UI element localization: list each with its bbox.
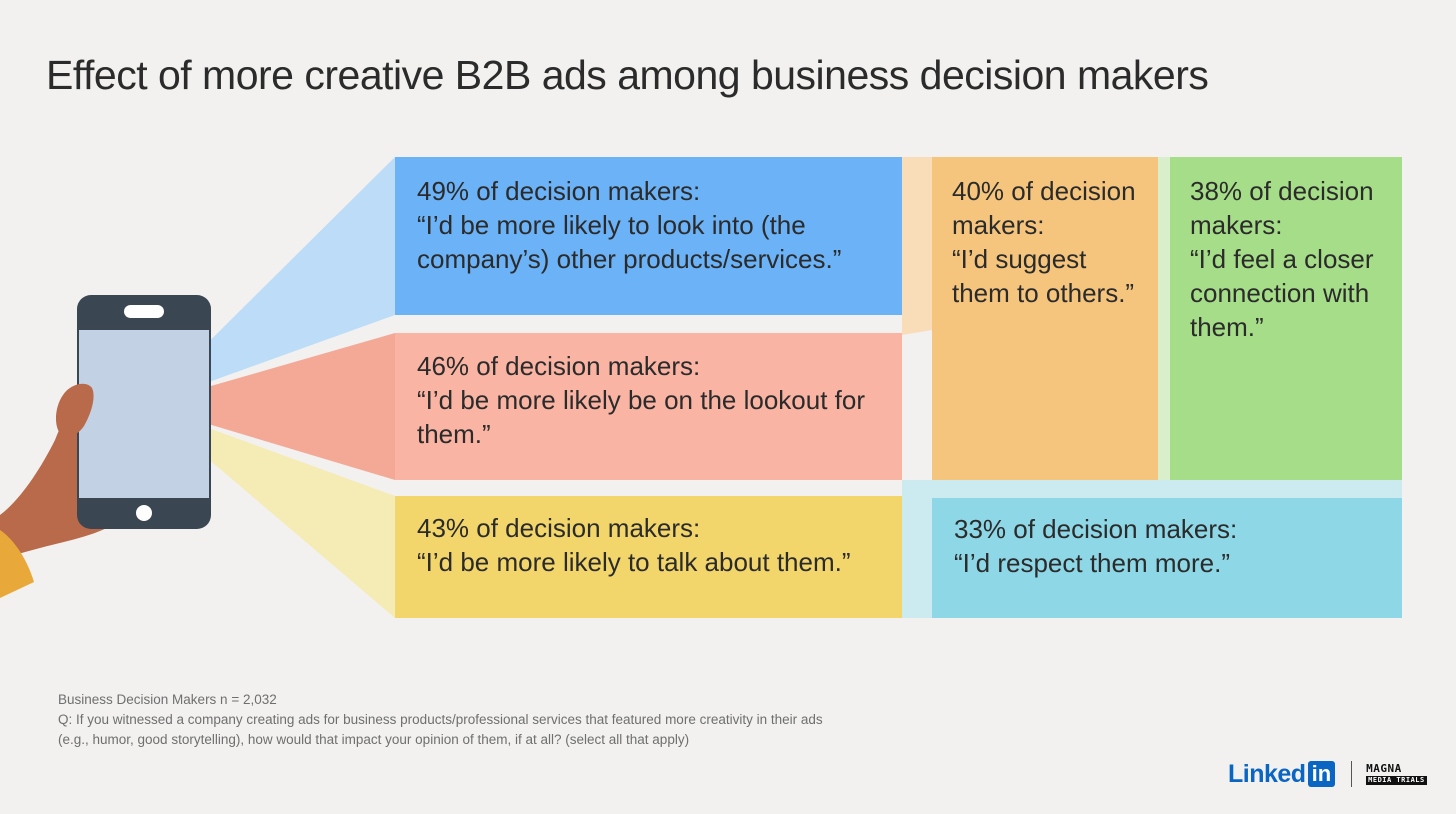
result-pct: 40% of decision makers:	[952, 176, 1136, 240]
band-orange	[902, 157, 932, 330]
result-box-43: 43% of decision makers: “I’d be more lik…	[395, 496, 902, 618]
result-box-46: 46% of decision makers: “I’d be more lik…	[395, 333, 902, 480]
result-quote: “I’d be more likely be on the lookout fo…	[417, 385, 866, 449]
box-bg-cyan	[932, 498, 1402, 618]
band-orange-lower	[902, 310, 932, 335]
result-box-38: 38% of decision makers: “I’d feel a clos…	[1170, 157, 1402, 480]
chart-title: Effect of more creative B2B ads among bu…	[46, 52, 1209, 98]
result-box-33: 33% of decision makers: “I’d respect the…	[932, 498, 1402, 618]
footnote-question-2: (e.g., humor, good storytelling), how wo…	[58, 732, 690, 747]
footnote: Business Decision Makers n = 2,032 Q: If…	[58, 690, 1058, 750]
footnote-sample: Business Decision Makers n = 2,032	[58, 692, 277, 707]
box-bg-orange	[932, 157, 1158, 480]
sleeve-icon	[0, 530, 34, 598]
footnote-question-1: Q: If you witnessed a company creating a…	[58, 712, 823, 727]
result-pct: 38% of decision makers:	[1190, 176, 1374, 240]
result-pct: 33% of decision makers:	[954, 514, 1238, 544]
linkedin-in-icon: in	[1307, 761, 1336, 787]
result-quote: “I’d suggest them to others.”	[952, 244, 1135, 308]
finger-icon	[55, 383, 94, 437]
result-box-49: 49% of decision makers: “I’d be more lik…	[395, 157, 902, 315]
result-pct: 49% of decision makers:	[417, 176, 701, 206]
box-bg-yellow	[395, 496, 902, 618]
magna-logo-text: MAGNA	[1366, 762, 1402, 775]
band-green	[1158, 157, 1170, 480]
phone-home-button	[136, 505, 152, 521]
band-cyan	[902, 480, 1402, 618]
box-bg-blue	[395, 157, 902, 315]
box-bg-pink	[395, 333, 902, 480]
linkedin-logo: Linked	[1228, 759, 1306, 788]
phone-speaker	[124, 305, 164, 318]
box-bg-green	[1170, 157, 1402, 480]
logo-area: Linked in MAGNA MEDIA TRIALS	[1228, 754, 1438, 794]
beam-pink	[145, 333, 395, 480]
result-quote: “I’d respect them more.”	[954, 548, 1230, 578]
result-quote: “I’d feel a closer connection with them.…	[1190, 244, 1374, 342]
logo-divider	[1351, 761, 1353, 787]
result-box-40: 40% of decision makers: “I’d suggest the…	[932, 157, 1158, 480]
magna-logo-subtext: MEDIA TRIALS	[1366, 776, 1427, 785]
result-pct: 46% of decision makers:	[417, 351, 701, 381]
result-quote: “I’d be more likely to look into (the co…	[417, 210, 842, 274]
result-pct: 43% of decision makers:	[417, 513, 701, 543]
result-quote: “I’d be more likely to talk about them.”	[417, 547, 851, 577]
magna-logo: MAGNA MEDIA TRIALS	[1366, 763, 1427, 785]
phone-screen	[79, 330, 209, 498]
